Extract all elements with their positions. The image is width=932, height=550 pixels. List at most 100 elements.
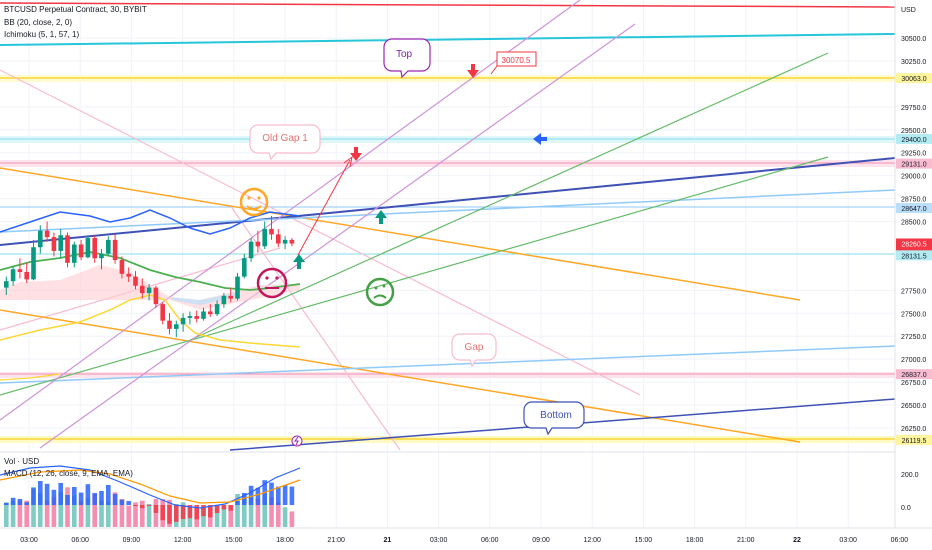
ichimoku-lag-line: [0, 294, 301, 348]
macd-histogram-bar: [58, 483, 63, 505]
price-tick-label: 29000.0: [901, 174, 926, 181]
price-tick-label: 30250.0: [901, 59, 926, 66]
macd-histogram-bar: [4, 503, 9, 505]
price-tick-label: 29250.0: [901, 151, 926, 158]
candles[interactable]: [4, 216, 295, 338]
sad-face-icon: [365, 277, 395, 307]
macd-histogram-bar: [99, 491, 104, 505]
macd-histogram-bar: [214, 505, 220, 513]
candle-body: [289, 239, 295, 244]
price-ticks: 30500.0 30250.0 29750.0 29500.0 29250.0 29000…: [901, 36, 926, 433]
macd-histogram-bar: [242, 493, 247, 505]
price-tick-label: 28750.0: [901, 197, 926, 204]
left-arrow-icon: [533, 133, 547, 145]
macd-histogram-bar: [228, 505, 233, 511]
candle-body: [242, 258, 247, 277]
price-level-text: 28647.0: [901, 206, 926, 213]
time-tick-label: 03:00: [839, 537, 857, 544]
volume-bar: [269, 497, 274, 527]
callout-old-gap[interactable]: Old Gap 1: [249, 124, 321, 161]
time-tick-label: 22: [793, 537, 801, 544]
volume-bar: [201, 507, 206, 527]
down-arrow-icon: [350, 147, 362, 161]
candle-body: [160, 304, 165, 321]
price-level-badge: [896, 434, 932, 445]
price-level-badge: [896, 238, 932, 249]
macd-histogram-bar: [282, 485, 288, 505]
lightning-icon[interactable]: [291, 435, 303, 447]
volume-bar: [72, 495, 77, 527]
volume-bar: [228, 505, 233, 527]
candle-body: [99, 253, 104, 259]
macd-signal: [0, 469, 301, 504]
macd-line: [0, 465, 301, 509]
candle-body: [133, 276, 138, 286]
candle-body: [10, 269, 16, 282]
price-tick-label: 26250.0: [901, 426, 926, 433]
legend-symbol[interactable]: BTCUSD Perpetual Contract, 30, BYBIT: [4, 5, 147, 14]
currency-label: USD: [901, 7, 916, 14]
candle-body: [208, 311, 213, 315]
volume-bar: [248, 497, 254, 527]
vol-tick-0: 0.0: [901, 505, 911, 512]
callout-price-tag[interactable]: 30070.5: [490, 51, 537, 75]
candle-body: [119, 260, 125, 274]
price-level-badge: [896, 73, 932, 84]
legend-volume[interactable]: Vol · USD: [4, 457, 40, 466]
legend-ichimoku[interactable]: Ichimoku (5, 1, 57, 1): [4, 30, 80, 39]
volume-bar: [65, 487, 70, 527]
price-tick-label: 27000.0: [901, 357, 926, 364]
gap-text: Gap: [465, 342, 484, 353]
candle-body: [92, 238, 97, 259]
smiley-face-icon: [239, 187, 269, 217]
price-level-text: 26119.5: [902, 438, 927, 445]
volume-bar: [242, 496, 247, 527]
time-ticks: 03:00 06:00 09:00 12:00 15:00 18:00 21:00 21 03:…: [20, 537, 908, 544]
volume-bar: [276, 502, 281, 527]
bb-upper: [0, 209, 301, 235]
candle-body: [228, 295, 233, 299]
volume-bar: [17, 500, 23, 527]
volume-bar: [99, 500, 104, 527]
macd-histogram-bar: [72, 487, 77, 505]
macd-histogram-bar: [44, 483, 50, 505]
time-axis[interactable]: [0, 528, 932, 550]
macd-histogram-bar: [85, 484, 91, 505]
volume-bar: [92, 494, 97, 527]
lag-line-left: [0, 373, 61, 381]
price-tick-label: 27250.0: [901, 334, 926, 341]
volume-bar: [214, 504, 220, 527]
price-tick-label: 26750.0: [901, 380, 926, 387]
callout-bottom[interactable]: Bottom: [523, 401, 585, 436]
macd-histogram-bar: [194, 505, 199, 520]
macd-histogram-bar: [255, 487, 261, 505]
macd-histogram-bar: [248, 485, 254, 505]
callout-top[interactable]: Top: [383, 38, 431, 79]
volume-bar: [140, 500, 145, 527]
macd-histogram-bar: [201, 505, 206, 517]
time-tick-label: 03:00: [20, 537, 38, 544]
macd-histogram-bar: [174, 505, 179, 522]
time-tick-label: 06:00: [481, 537, 499, 544]
callout-gap[interactable]: Gap: [451, 333, 497, 368]
ichimoku-cloud: [0, 265, 300, 310]
candle-body: [4, 281, 9, 288]
macd-histogram-bar: [167, 505, 172, 524]
candle-body: [72, 244, 77, 263]
up-arrow-icon: [375, 210, 387, 224]
volume-bar: [112, 492, 118, 527]
time-tick-label: 21: [384, 537, 392, 544]
price-level-badge: [896, 133, 932, 144]
candle-body: [126, 273, 131, 277]
candle-body: [24, 272, 29, 280]
candle-body: [112, 239, 118, 261]
ichimoku-cloud-green: [170, 292, 240, 305]
volume-bar: [282, 507, 288, 527]
down-arrow-icon: [467, 64, 479, 78]
volume-bar: [44, 500, 50, 527]
volume-bar: [58, 492, 63, 527]
legend-bb[interactable]: BB (20, close, 2, 0): [4, 18, 73, 27]
legend-macd[interactable]: MACD (12, 26, close, 9, EMA, EMA): [4, 469, 133, 478]
price-tick-label: 29500.0: [901, 128, 926, 135]
